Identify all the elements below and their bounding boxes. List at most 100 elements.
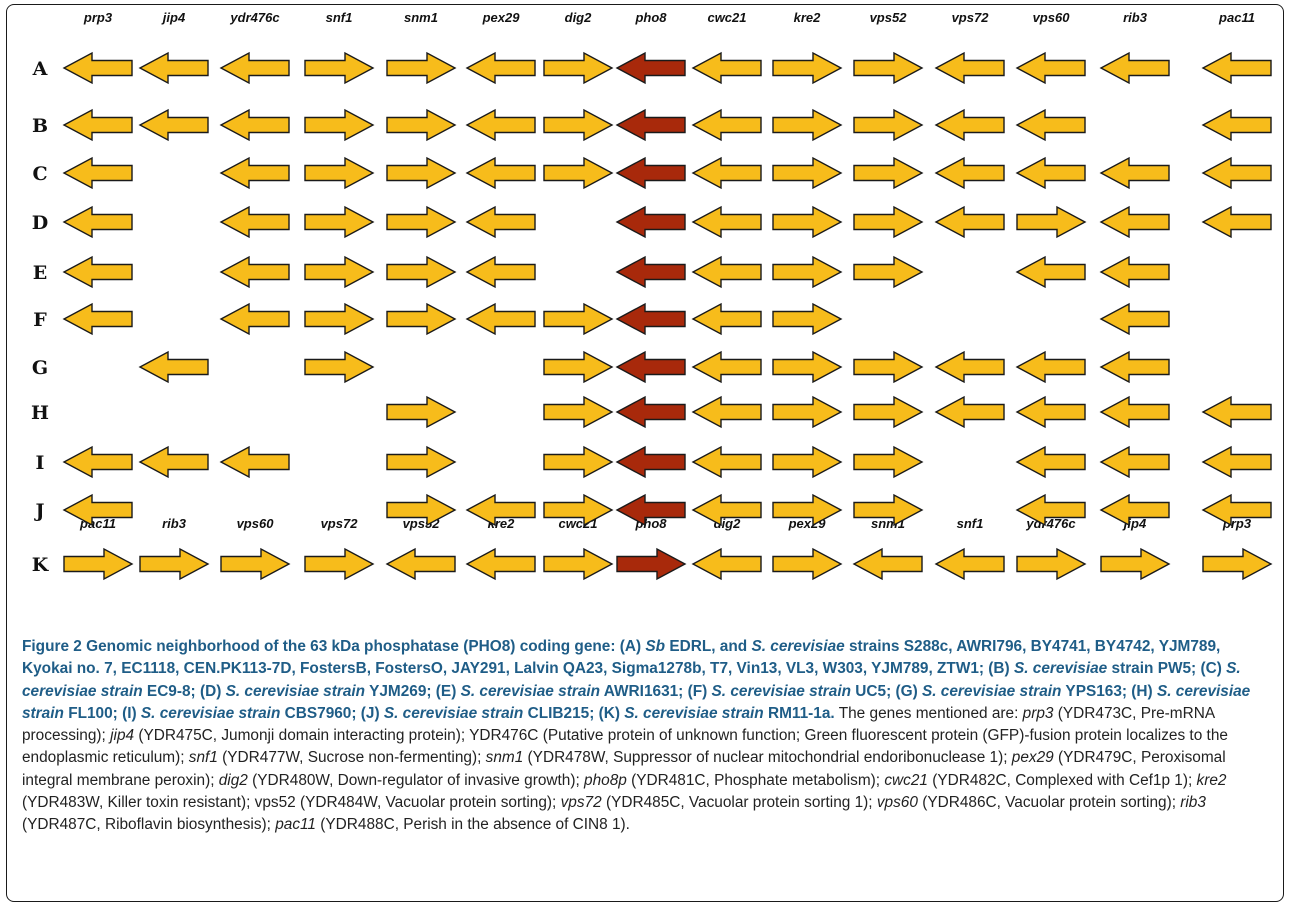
gene-arrow-I-pac11 bbox=[1201, 445, 1272, 479]
gene-label-k-snf1: snf1 bbox=[957, 516, 984, 531]
gene-arrow-C-snm1 bbox=[386, 156, 457, 190]
caption-h-rest: FL100; (I) bbox=[63, 704, 141, 722]
gene-arrow-F-snf1 bbox=[304, 302, 375, 336]
caption-gene-prp3: prp3 bbox=[1022, 704, 1054, 722]
gene-arrow-B-kre2 bbox=[772, 108, 843, 142]
caption-i-species: S. cerevisiae strain bbox=[140, 704, 281, 722]
gene-label-top-vps52: vps52 bbox=[870, 10, 908, 25]
gene-arrow-C-pho8 bbox=[615, 156, 686, 190]
gene-arrow-D-snf1 bbox=[304, 205, 375, 239]
gene-arrow-I-rib3 bbox=[1099, 445, 1170, 479]
gene-arrow-C-snf1 bbox=[304, 156, 375, 190]
caption-c-species: S. cerevisiae strain bbox=[22, 660, 1241, 700]
gene-label-k-vps72: vps72 bbox=[321, 516, 359, 531]
gene-arrow-F-prp3 bbox=[62, 302, 133, 336]
gene-arrow-K-snf1 bbox=[934, 547, 1005, 581]
gene-arrow-J-prp3 bbox=[62, 493, 133, 527]
gene-arrow-E-snm1 bbox=[386, 255, 457, 289]
gene-arrow-E-vps60 bbox=[1015, 255, 1086, 289]
gene-arrow-H-kre2 bbox=[772, 395, 843, 429]
gene-label-top-snm1: snm1 bbox=[404, 10, 438, 25]
gene-label-top-vps60: vps60 bbox=[1033, 10, 1071, 25]
gene-arrow-K-vps72 bbox=[304, 547, 375, 581]
gene-arrow-B-prp3 bbox=[62, 108, 133, 142]
gene-arrow-A-rib3 bbox=[1099, 51, 1170, 85]
caption-d-species: S. cerevisiae strain bbox=[225, 682, 366, 700]
gene-arrow-E-snf1 bbox=[304, 255, 375, 289]
gene-arrow-B-pex29 bbox=[465, 108, 536, 142]
gene-arrow-A-snf1 bbox=[304, 51, 375, 85]
gene-arrow-A-dig2 bbox=[543, 51, 614, 85]
gene-arrow-B-snf1 bbox=[304, 108, 375, 142]
gene-arrow-A-vps60 bbox=[1015, 51, 1086, 85]
gene-arrow-D-snm1 bbox=[386, 205, 457, 239]
gene-arrow-G-cwc21 bbox=[691, 350, 762, 384]
caption-j-rest: CLIB215; (K) bbox=[523, 704, 625, 722]
caption-f-rest: UC5; (G) bbox=[851, 682, 922, 700]
gene-arrow-A-vps72 bbox=[934, 51, 1005, 85]
gene-arrow-C-vps52 bbox=[853, 156, 924, 190]
gene-arrow-B-snm1 bbox=[386, 108, 457, 142]
gene-arrow-F-ydr476c bbox=[219, 302, 290, 336]
gene-arrow-K-vps60 bbox=[220, 547, 291, 581]
gene-arrow-D-rib3 bbox=[1099, 205, 1170, 239]
caption-desc-prp3: (YDR473C, Pre-mRNA processing); bbox=[22, 704, 1215, 745]
gene-arrow-H-vps60 bbox=[1015, 395, 1086, 429]
caption-gene-snf1: snf1 bbox=[188, 749, 218, 767]
gene-arrow-D-pac11 bbox=[1201, 205, 1272, 239]
gene-arrow-C-vps72 bbox=[934, 156, 1005, 190]
caption-title-2: EDRL, and bbox=[665, 638, 752, 655]
gene-arrow-G-jip4 bbox=[138, 350, 209, 384]
gene-arrow-K-pac11 bbox=[63, 547, 134, 581]
gene-arrow-A-vps52 bbox=[853, 51, 924, 85]
gene-arrow-A-prp3 bbox=[62, 51, 133, 85]
gene-arrow-B-vps52 bbox=[853, 108, 924, 142]
gene-label-top-rib3: rib3 bbox=[1123, 10, 1148, 25]
row-label-J: J bbox=[34, 500, 45, 522]
gene-arrow-H-rib3 bbox=[1099, 395, 1170, 429]
gene-arrow-F-kre2 bbox=[772, 302, 843, 336]
gene-arrow-I-jip4 bbox=[138, 445, 209, 479]
gene-arrow-K-cwc21 bbox=[543, 547, 614, 581]
gene-label-k-vps60: vps60 bbox=[237, 516, 275, 531]
gene-arrow-H-pac11 bbox=[1201, 395, 1272, 429]
gene-arrow-C-cwc21 bbox=[691, 156, 762, 190]
caption-gene-pex29: pex29 bbox=[1011, 749, 1054, 767]
gene-arrow-I-snm1 bbox=[386, 445, 457, 479]
gene-arrow-I-pho8 bbox=[615, 445, 686, 479]
gene-arrow-K-vps52 bbox=[385, 547, 456, 581]
gene-arrow-J-pac11 bbox=[1201, 493, 1272, 527]
gene-arrow-J-kre2 bbox=[772, 493, 843, 527]
gene-arrow-J-vps52 bbox=[853, 493, 924, 527]
gene-arrow-B-ydr476c bbox=[219, 108, 290, 142]
gene-arrow-F-snm1 bbox=[386, 302, 457, 336]
gene-arrow-E-pho8 bbox=[615, 255, 686, 289]
caption-gene-pho8p: pho8p bbox=[584, 771, 627, 789]
gene-arrow-G-vps52 bbox=[853, 350, 924, 384]
gene-arrow-B-vps60 bbox=[1015, 108, 1086, 142]
gene-arrow-A-pac11 bbox=[1201, 51, 1272, 85]
gene-arrow-B-dig2 bbox=[543, 108, 614, 142]
gene-arrow-E-prp3 bbox=[62, 255, 133, 289]
row-label-A: A bbox=[32, 58, 48, 80]
gene-arrow-B-cwc21 bbox=[691, 108, 762, 142]
caption-e-rest: AWRI1631; (F) bbox=[600, 682, 712, 700]
gene-arrow-C-pac11 bbox=[1201, 156, 1272, 190]
caption-genes-intro: The genes mentioned are: bbox=[834, 704, 1023, 722]
row-label-K: K bbox=[32, 554, 50, 576]
gene-label-top-cwc21: cwc21 bbox=[707, 10, 746, 25]
gene-arrow-D-cwc21 bbox=[691, 205, 762, 239]
gene-arrow-K-pex29 bbox=[772, 547, 843, 581]
row-label-B: B bbox=[32, 115, 48, 137]
gene-arrow-A-kre2 bbox=[772, 51, 843, 85]
gene-arrow-A-pho8 bbox=[615, 51, 686, 85]
caption-desc-vps72: (YDR485C, Vacuolar protein sorting 1); bbox=[601, 794, 877, 812]
gene-arrow-C-dig2 bbox=[543, 156, 614, 190]
caption-i-rest: CBS7960; (J) bbox=[280, 704, 384, 722]
gene-label-top-pex29: pex29 bbox=[482, 10, 521, 25]
gene-arrow-H-vps72 bbox=[934, 395, 1005, 429]
gene-neighborhood-diagram: prp3 jip4 ydr476c snf1 snm1 pex29 dig2 pho8 cwc2… bbox=[31, 10, 1273, 581]
gene-arrow-D-vps52 bbox=[853, 205, 924, 239]
gene-arrow-C-pex29 bbox=[465, 156, 536, 190]
caption-desc-vps60: (YDR486C, Vacuolar protein sorting); bbox=[917, 794, 1181, 812]
